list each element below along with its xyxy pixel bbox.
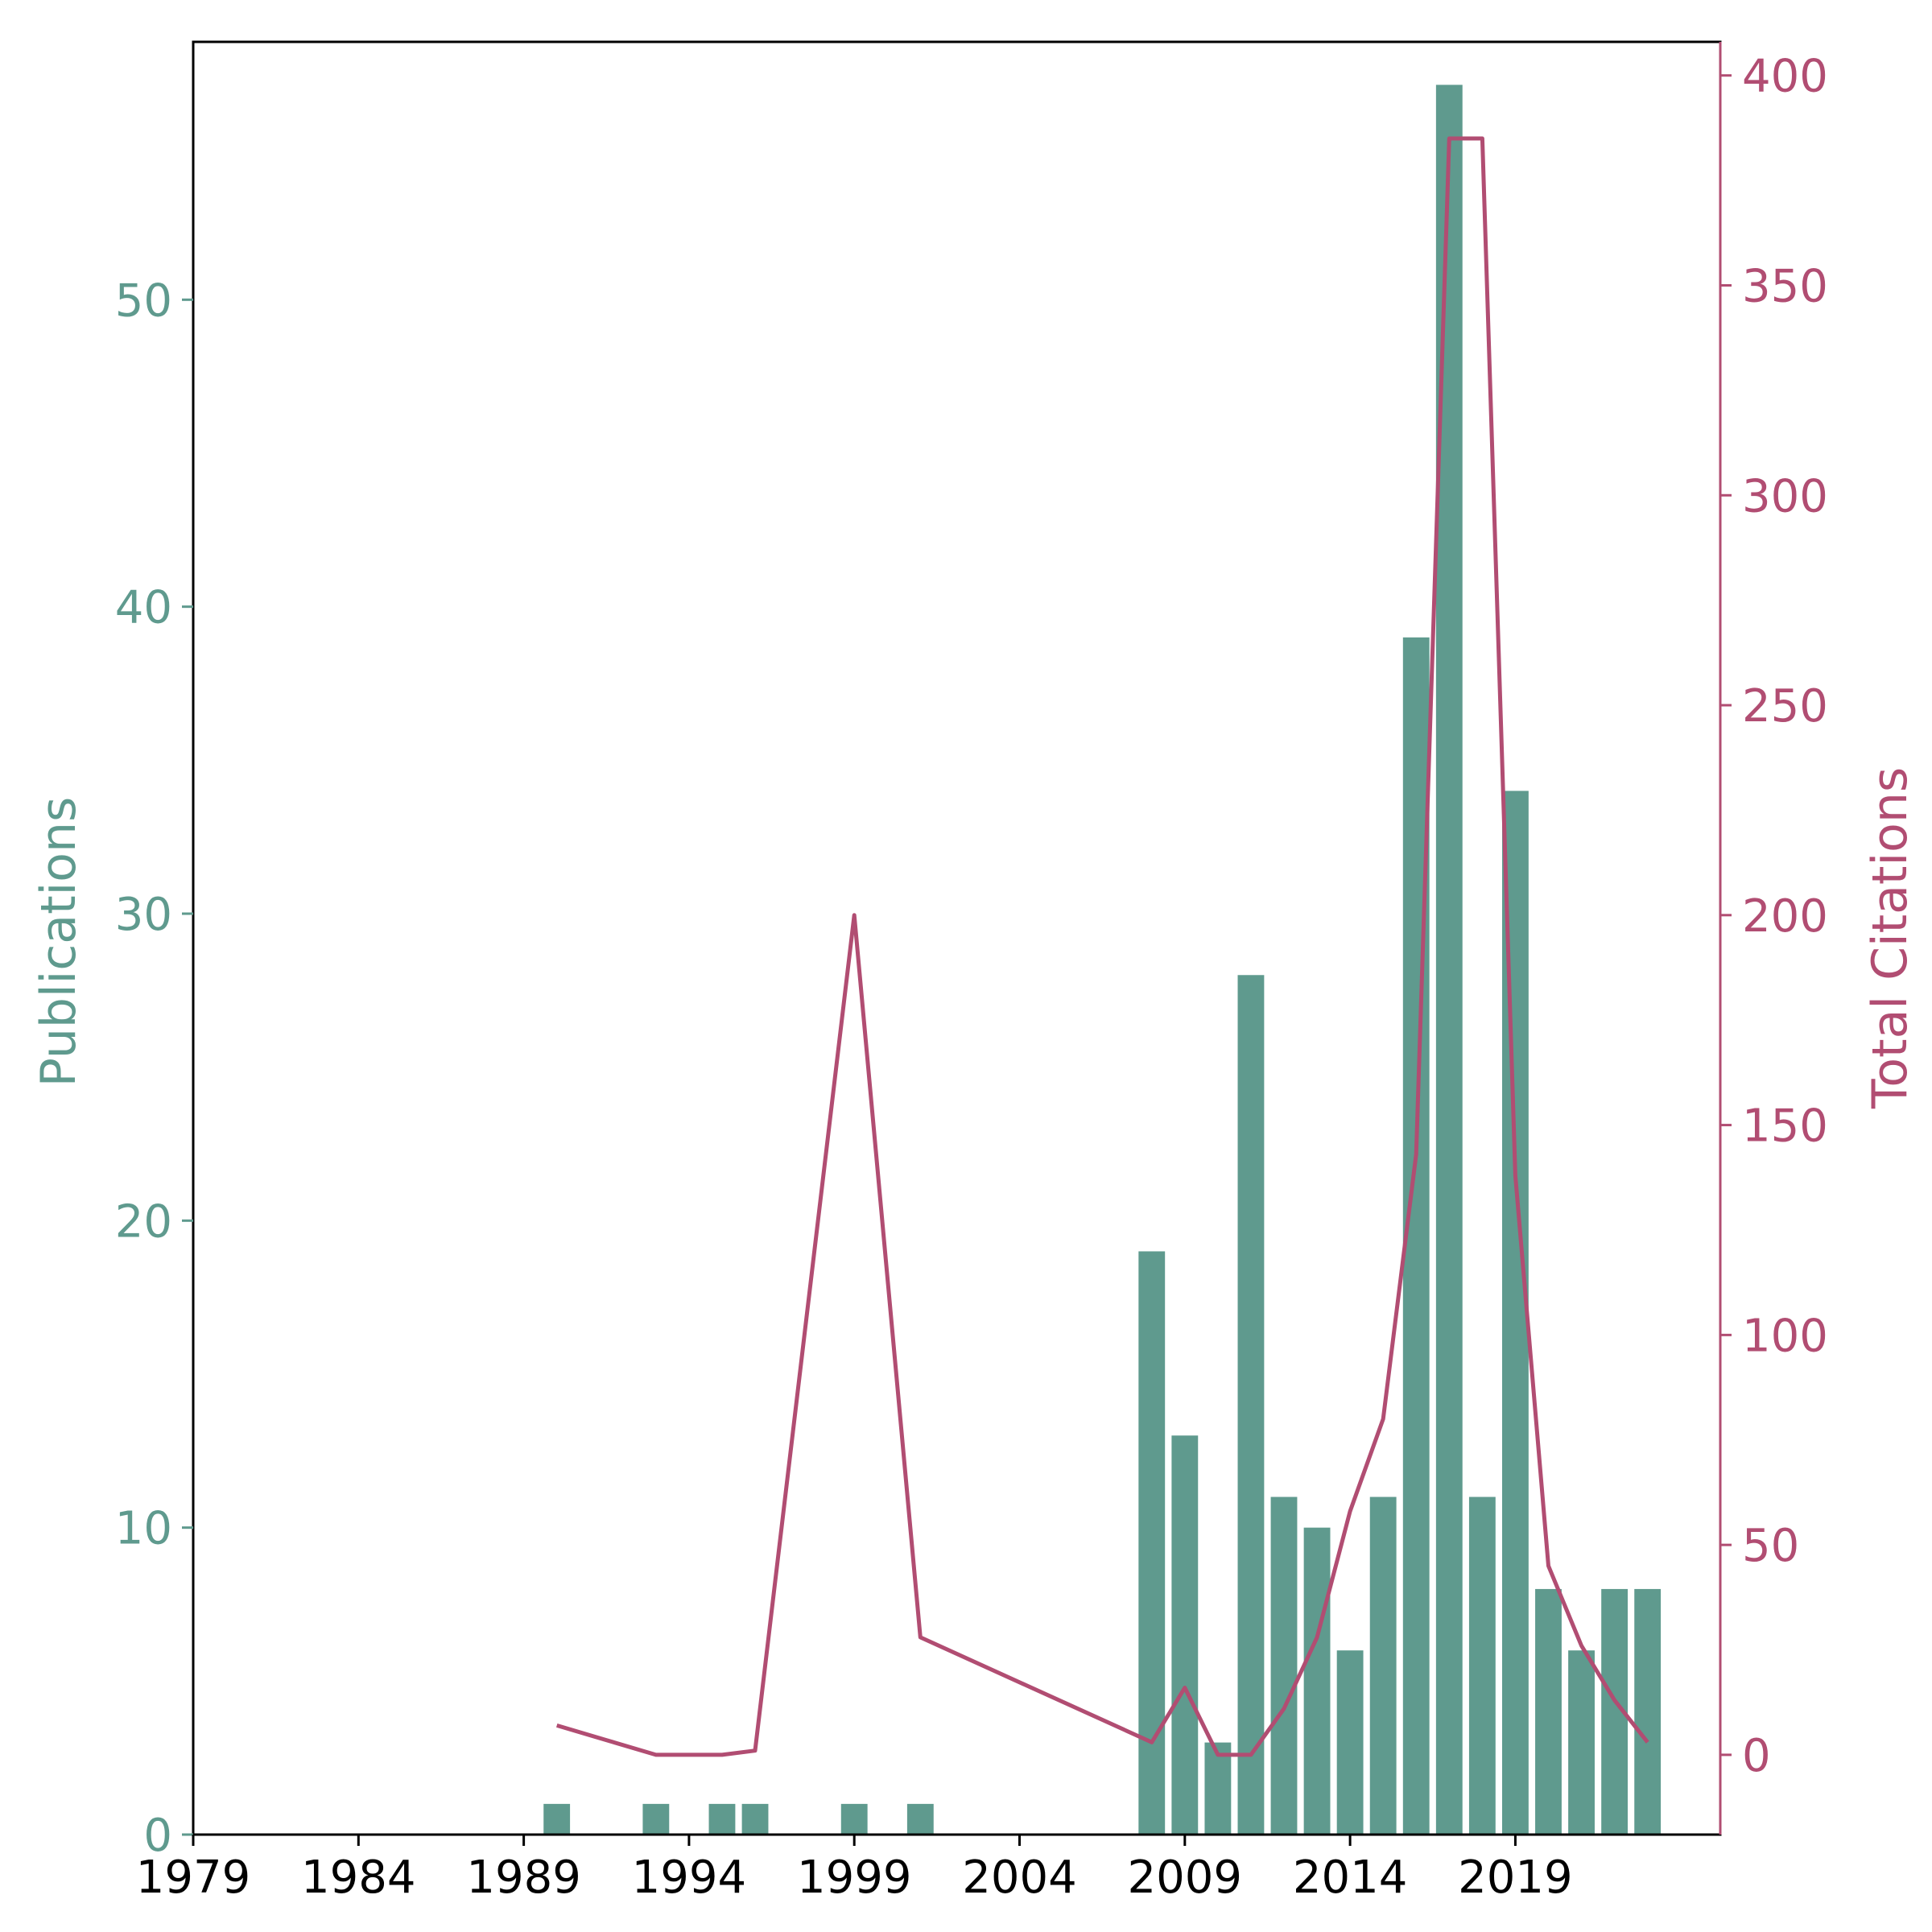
right-tick-label: 0 — [1742, 1730, 1771, 1782]
publication-bar-2012 — [1270, 1496, 1298, 1835]
publication-bar-2009 — [1171, 1435, 1199, 1835]
right-tick-label: 400 — [1742, 51, 1828, 103]
publication-bar-2015 — [1369, 1496, 1397, 1835]
publication-bar-2017 — [1435, 85, 1463, 1835]
publication-bar-2023 — [1634, 1588, 1662, 1835]
left-axis-label: Publications — [31, 797, 87, 1088]
publication-bar-1999 — [840, 1803, 868, 1835]
publication-bar-2021 — [1568, 1650, 1595, 1835]
publication-bar-2020 — [1535, 1588, 1562, 1835]
right-tick-label: 350 — [1742, 260, 1828, 312]
x-tick-label: 2009 — [1128, 1852, 1243, 1904]
publication-bar-1996 — [741, 1803, 769, 1835]
right-tick-label: 250 — [1742, 680, 1828, 733]
publication-bar-2010 — [1204, 1742, 1232, 1835]
left-tick-label: 0 — [143, 1810, 172, 1862]
publication-bar-1995 — [708, 1803, 736, 1835]
left-tick-label: 50 — [115, 275, 172, 327]
publications-bars — [543, 85, 1662, 1835]
left-tick-label: 30 — [115, 889, 172, 941]
publication-bar-2008 — [1138, 1251, 1166, 1835]
right-axis-ticks: 0 50 100 150 200 250 300 350 400 — [1719, 42, 1828, 1835]
right-tick-label: 50 — [1742, 1520, 1799, 1572]
right-tick-label: 200 — [1742, 890, 1828, 943]
publication-bar-2013 — [1303, 1527, 1331, 1835]
x-tick-label: 1984 — [301, 1852, 416, 1904]
left-tick-label: 10 — [115, 1503, 172, 1555]
x-tick-label: 1989 — [466, 1852, 581, 1904]
left-tick-label: 40 — [115, 582, 172, 634]
publication-bar-2001 — [906, 1803, 934, 1835]
right-tick-label: 100 — [1742, 1310, 1828, 1362]
left-axis-ticks: 0 10 20 30 40 50 — [115, 275, 193, 1862]
x-tick-label: 2004 — [962, 1852, 1077, 1904]
citations-line-layer — [555, 136, 1649, 1757]
right-axis-label: Total Citations — [1862, 767, 1918, 1109]
x-tick-label: 1999 — [797, 1852, 912, 1904]
right-tick-label: 300 — [1742, 470, 1828, 522]
right-tick-label: 150 — [1742, 1100, 1828, 1153]
publication-bar-2018 — [1468, 1496, 1496, 1835]
x-tick-label: 2014 — [1293, 1852, 1408, 1904]
publication-bar-1990 — [543, 1803, 571, 1835]
x-tick-label: 1979 — [136, 1852, 251, 1904]
publication-bar-2019 — [1502, 791, 1529, 1835]
publication-bar-1993 — [642, 1803, 670, 1835]
x-tick-label: 1994 — [632, 1852, 747, 1904]
left-tick-label: 20 — [115, 1195, 172, 1248]
publication-bar-2014 — [1336, 1650, 1364, 1835]
x-axis-ticks: 1979 1984 1989 1994 1999 2004 2009 2014 2019 — [136, 1835, 1573, 1904]
x-tick-label: 2019 — [1458, 1852, 1573, 1904]
citations-line — [555, 136, 1649, 1757]
publication-bar-2011 — [1237, 975, 1265, 1835]
